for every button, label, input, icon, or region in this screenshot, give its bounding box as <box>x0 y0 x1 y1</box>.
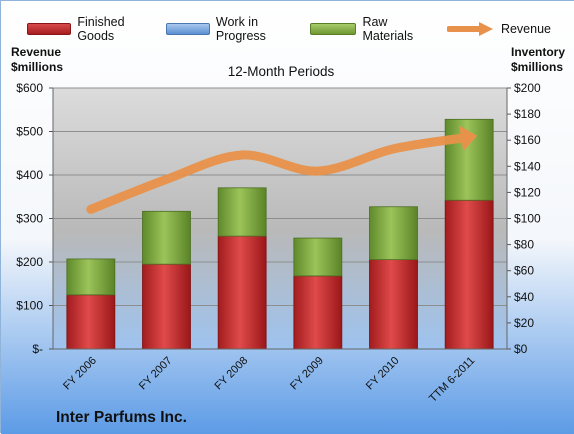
bar-raw-materials <box>142 210 191 265</box>
legend-label: Finished Goods <box>77 15 125 43</box>
bar-finished-goods <box>369 259 418 350</box>
bar-raw-materials <box>293 237 343 277</box>
legend: Finished Goods Work in Progress Raw Mate… <box>27 15 573 43</box>
finished-goods-swatch <box>27 23 72 35</box>
left-tick-label: $100 <box>16 299 43 313</box>
legend-item-work-in-progress: Work in Progress <box>165 15 289 43</box>
revenue-line <box>86 132 474 214</box>
left-tick-label: $200 <box>16 255 43 269</box>
revenue-line-layer <box>86 125 478 214</box>
right-tick-label: $140 <box>514 159 541 173</box>
right-tick-label: $200 <box>514 81 541 95</box>
legend-item-revenue: Revenue <box>446 22 551 36</box>
legend-label: Work in Progress <box>215 15 266 43</box>
revenue-arrow-icon <box>446 22 493 36</box>
legend-label: Raw Materials <box>362 15 414 43</box>
bar-raw-materials <box>66 258 116 296</box>
bar-finished-goods <box>444 199 494 350</box>
left-tick-label: $600 <box>16 81 43 95</box>
right-tick-label: $100 <box>514 212 541 226</box>
left-tick-label: $400 <box>16 168 43 182</box>
right-axis-title-line: Inventory <box>511 45 566 59</box>
left-axis-title: Revenue $millions <box>11 45 63 75</box>
raw-materials-swatch <box>310 23 357 35</box>
work-in-progress-swatch <box>165 23 210 35</box>
right-tick-label: $120 <box>514 185 541 199</box>
left-tick-label: $500 <box>16 125 43 139</box>
revenue-arrowhead <box>459 125 478 152</box>
right-axis-title-line: $millions <box>511 60 564 74</box>
bar-finished-goods <box>293 275 343 350</box>
right-tick-label: $0 <box>514 342 528 356</box>
bar-finished-goods <box>142 263 191 350</box>
legend-item-finished-goods: Finished Goods <box>27 15 144 43</box>
right-tick-label: $80 <box>514 238 534 252</box>
bar-finished-goods <box>66 294 116 350</box>
bars <box>66 118 494 350</box>
legend-label: Revenue <box>500 22 551 36</box>
right-tick-label: $180 <box>514 107 541 121</box>
right-axis-title: Inventory $millions <box>511 45 565 75</box>
bar-raw-materials <box>369 206 418 261</box>
bar-raw-materials <box>217 187 267 237</box>
left-tick-label: $- <box>32 342 43 356</box>
bar-finished-goods <box>217 235 267 350</box>
left-axis-title-line: $millions <box>11 60 64 74</box>
left-axis-title-line: Revenue <box>11 45 62 59</box>
right-tick-label: $160 <box>514 133 541 147</box>
chart-title: 12-Month Periods <box>227 64 335 79</box>
right-tick-label: $60 <box>514 264 534 278</box>
company-name: Inter Parfums Inc. <box>56 409 187 426</box>
right-tick-label: $20 <box>514 316 534 330</box>
right-tick-label: $40 <box>514 290 534 304</box>
legend-item-raw-materials: Raw Materials <box>310 15 425 43</box>
left-tick-label: $300 <box>16 212 43 226</box>
